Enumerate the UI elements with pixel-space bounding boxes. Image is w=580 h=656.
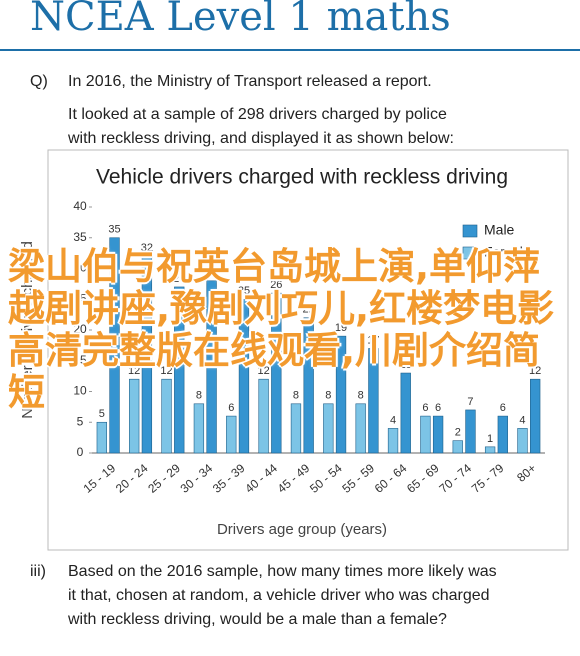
- legend-label: Male: [484, 222, 515, 238]
- x-axis-label: Drivers age group (years): [217, 521, 387, 538]
- question-label: Q): [30, 73, 48, 90]
- bar: [400, 372, 411, 454]
- y-tick-label: 5: [77, 414, 84, 428]
- value-label: 8: [325, 390, 331, 402]
- chart-title: Vehicle drivers charged with reckless dr…: [96, 166, 508, 189]
- bar: [109, 237, 120, 454]
- legend-swatch: [462, 246, 478, 260]
- bar: [271, 292, 282, 454]
- question-text: Based on the 2016 sample, how many times…: [68, 563, 497, 580]
- value-label: 1: [487, 433, 493, 445]
- value-label: 7: [467, 396, 473, 408]
- question-text: it that, chosen at random, a vehicle dri…: [68, 587, 490, 604]
- value-label: 4: [519, 414, 525, 426]
- bar: [96, 421, 107, 454]
- y-tick-label: 20: [73, 322, 87, 336]
- bar: [484, 446, 496, 454]
- bar: [303, 317, 314, 454]
- bar: [465, 409, 476, 454]
- question-text: with reckless driving, would be a male t…: [67, 611, 447, 628]
- legend-label: Female: [484, 244, 531, 260]
- y-tick-label: 40: [73, 199, 87, 213]
- bar: [530, 378, 541, 454]
- value-label: 8: [358, 390, 364, 402]
- bar: [206, 280, 217, 454]
- value-label: 8: [196, 390, 202, 402]
- value-label: 28: [205, 267, 217, 279]
- bar: [452, 440, 463, 454]
- bar: [387, 428, 399, 454]
- value-label: 12: [128, 365, 140, 377]
- value-label: 17: [367, 334, 379, 346]
- bar: [258, 378, 269, 454]
- legend-swatch: [462, 224, 478, 238]
- value-label: 27: [173, 273, 185, 285]
- y-tick-label: 25: [73, 291, 87, 305]
- value-label: 35: [108, 224, 120, 236]
- overlay-text: 梁山伯与祝英台岛城上演,单仰萍越剧讲座,豫剧刘巧儿,红楼梦电影高清完整版在线观看…: [8, 245, 555, 414]
- y-tick-label: 0: [77, 445, 84, 459]
- bar: [323, 403, 334, 454]
- value-label: 6: [228, 402, 234, 414]
- page-title: NCEA Level 1 maths: [30, 0, 451, 40]
- question-label: iii): [30, 563, 46, 580]
- bar: [141, 255, 153, 454]
- value-label: 22: [303, 304, 315, 316]
- bar: [238, 298, 250, 454]
- y-tick-label: 30: [73, 261, 87, 275]
- bar: [174, 286, 185, 454]
- value-label: 6: [435, 402, 441, 414]
- bar: [368, 348, 379, 454]
- value-label: 12: [160, 365, 172, 377]
- bar: [290, 403, 302, 454]
- bar: [129, 378, 140, 454]
- y-tick-label: 15: [73, 353, 87, 367]
- value-label: 2: [455, 427, 461, 439]
- value-label: 13: [400, 359, 412, 371]
- bar: [517, 428, 528, 454]
- bar: [161, 378, 172, 454]
- value-label: 12: [257, 365, 269, 377]
- value-label: 32: [141, 242, 153, 254]
- question-text: In 2016, the Ministry of Transport relea…: [68, 73, 432, 90]
- y-tick-label: 10: [73, 384, 87, 398]
- value-label: 6: [422, 402, 428, 414]
- value-label: 4: [390, 414, 396, 426]
- bar: [420, 415, 431, 454]
- y-tick-label: 35: [73, 230, 87, 244]
- bar: [335, 335, 347, 454]
- value-label: 5: [99, 408, 105, 420]
- bar: [497, 415, 508, 454]
- y-axis-label: Number of drivers charged: [19, 241, 36, 419]
- value-label: 6: [500, 402, 506, 414]
- value-label: 19: [335, 322, 347, 334]
- bar: [432, 415, 444, 454]
- value-label: 8: [293, 390, 299, 402]
- bar: [226, 415, 237, 454]
- value-label: 26: [270, 279, 282, 291]
- question-text: with reckless driving, and displayed it …: [67, 130, 454, 147]
- value-label: 25: [238, 285, 250, 297]
- bar: [355, 403, 366, 454]
- bar: [193, 403, 205, 454]
- question-text: It looked at a sample of 298 drivers cha…: [68, 106, 447, 123]
- value-label: 12: [529, 365, 541, 377]
